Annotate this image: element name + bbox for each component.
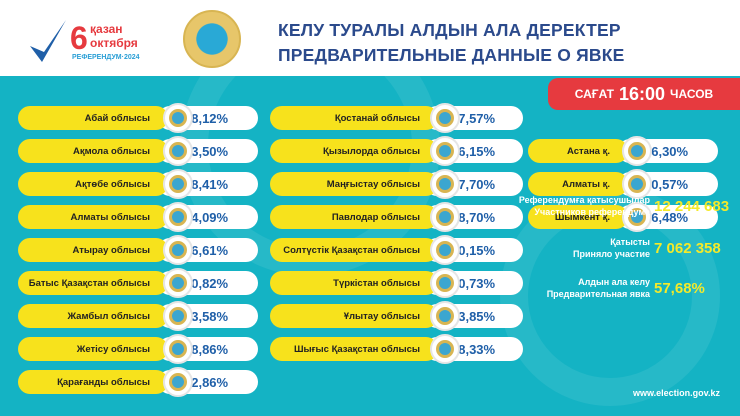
emblem-circle <box>169 307 187 325</box>
emblem-circle <box>169 208 187 226</box>
region-name: Батыс Қазақстан облысы <box>18 271 168 295</box>
stat-label-ru: Приняло участие <box>573 249 650 259</box>
region-emblem-icon <box>430 103 460 133</box>
header: 6 қазан октября РЕФЕРЕНДУМ·2024 КЕЛУ ТУР… <box>0 0 740 76</box>
region-emblem-icon <box>622 169 652 199</box>
region-name: Жетісу облысы <box>18 337 168 361</box>
logo-sub: РЕФЕРЕНДУМ·2024 <box>72 54 140 61</box>
checkmark-icon <box>30 20 66 62</box>
region-emblem-icon <box>430 334 460 364</box>
region-emblem-icon <box>430 136 460 166</box>
turnout-value: 64,09% <box>158 205 258 229</box>
region-emblem-icon <box>163 103 193 133</box>
emblem-circle <box>436 175 454 193</box>
region-emblem-icon <box>163 136 193 166</box>
stat-label-kz: Алдын ала келу <box>578 277 650 287</box>
region-name: Алматы облысы <box>18 205 168 229</box>
stat-value: 57,68% <box>654 280 705 297</box>
emblem-circle <box>169 373 187 391</box>
region-name: Шымкент қ. <box>528 205 628 229</box>
stat-label-ru: Участников референдума <box>534 207 650 217</box>
website-link[interactable]: www.election.gov.kz <box>633 388 721 398</box>
region-emblem-icon <box>163 301 193 331</box>
region-name: Шығыс Қазақстан облысы <box>270 337 438 361</box>
stat-label-ru: Предварительная явка <box>546 289 650 299</box>
region-name: Ұлытау облысы <box>270 304 438 328</box>
region-emblem-icon <box>622 136 652 166</box>
emblem-circle <box>436 241 454 259</box>
stat-value: 7 062 358 <box>654 240 721 257</box>
region-emblem-icon <box>163 202 193 232</box>
emblem-circle <box>436 274 454 292</box>
region-name: Павлодар облысы <box>270 205 438 229</box>
stat-label: Қатысты Приняло участие <box>490 236 650 260</box>
region-emblem-icon <box>163 235 193 265</box>
title-kz: КЕЛУ ТУРАЛЫ АЛДЫН АЛА ДЕРЕКТЕР <box>278 20 621 40</box>
region-name: Жамбыл облысы <box>18 304 168 328</box>
stat-label: Алдын ала келу Предварительная явка <box>490 276 650 300</box>
region-name: Қызылорда облысы <box>270 139 438 163</box>
emblem-circle <box>169 175 187 193</box>
emblem-circle <box>628 175 646 193</box>
main-panel: САҒАТ 16:00 ЧАСОВ 58,12% Абай облысы 63,… <box>0 76 740 416</box>
referendum-logo: 6 қазан октября РЕФЕРЕНДУМ·2024 <box>28 18 158 68</box>
stat-label-kz: Референдумға қатысушылар <box>518 195 650 205</box>
region-emblem-icon <box>622 202 652 232</box>
region-name: Абай облысы <box>18 106 168 130</box>
region-emblem-icon <box>430 268 460 298</box>
emblem-circle <box>169 274 187 292</box>
logo-day: 6 <box>70 20 88 56</box>
emblem-circle <box>169 109 187 127</box>
time-badge: САҒАТ 16:00 ЧАСОВ <box>548 78 740 110</box>
time-suffix: ЧАСОВ <box>670 87 714 101</box>
time-prefix: САҒАТ <box>574 87 614 101</box>
region-name: Қостанай облысы <box>270 106 438 130</box>
time-value: 16:00 <box>619 83 666 104</box>
emblem-circle <box>436 307 454 325</box>
stat-label: Референдумға қатысушылар Участников рефер… <box>490 194 650 218</box>
emblem-circle <box>436 208 454 226</box>
logo-ru: октября <box>90 36 138 50</box>
emblem-circle <box>169 142 187 160</box>
emblem-circle <box>628 142 646 160</box>
region-emblem-icon <box>430 169 460 199</box>
region-emblem-icon <box>163 169 193 199</box>
stat-value: 12 244 683 <box>654 198 730 215</box>
emblem-circle <box>169 340 187 358</box>
emblem-circle <box>169 241 187 259</box>
region-emblem-icon <box>163 367 193 397</box>
region-emblem-icon <box>430 235 460 265</box>
region-emblem-icon <box>430 202 460 232</box>
commission-seal <box>183 10 241 68</box>
region-name: Астана қ. <box>528 139 628 163</box>
region-name: Қарағанды облысы <box>18 370 168 394</box>
page-title: КЕЛУ ТУРАЛЫ АЛДЫН АЛА ДЕРЕКТЕР ПРЕДВАРИТ… <box>278 18 624 68</box>
stat-label-kz: Қатысты <box>610 237 650 247</box>
emblem-circle <box>436 142 454 160</box>
region-name: Маңғыстау облысы <box>270 172 438 196</box>
region-name: Алматы қ. <box>528 172 628 196</box>
title-ru: ПРЕДВАРИТЕЛЬНЫЕ ДАННЫЕ О ЯВКЕ <box>278 45 625 65</box>
logo-kz: қазан <box>90 22 123 36</box>
emblem-circle <box>628 208 646 226</box>
region-name: Түркістан облысы <box>270 271 438 295</box>
region-emblem-icon <box>163 334 193 364</box>
region-name: Ақтөбе облысы <box>18 172 168 196</box>
emblem-circle <box>436 340 454 358</box>
region-emblem-icon <box>430 301 460 331</box>
region-name: Ақмола облысы <box>18 139 168 163</box>
region-name: Солтүстік Қазақстан облысы <box>270 238 438 262</box>
region-name: Атырау облысы <box>18 238 168 262</box>
region-emblem-icon <box>163 268 193 298</box>
emblem-circle <box>436 109 454 127</box>
